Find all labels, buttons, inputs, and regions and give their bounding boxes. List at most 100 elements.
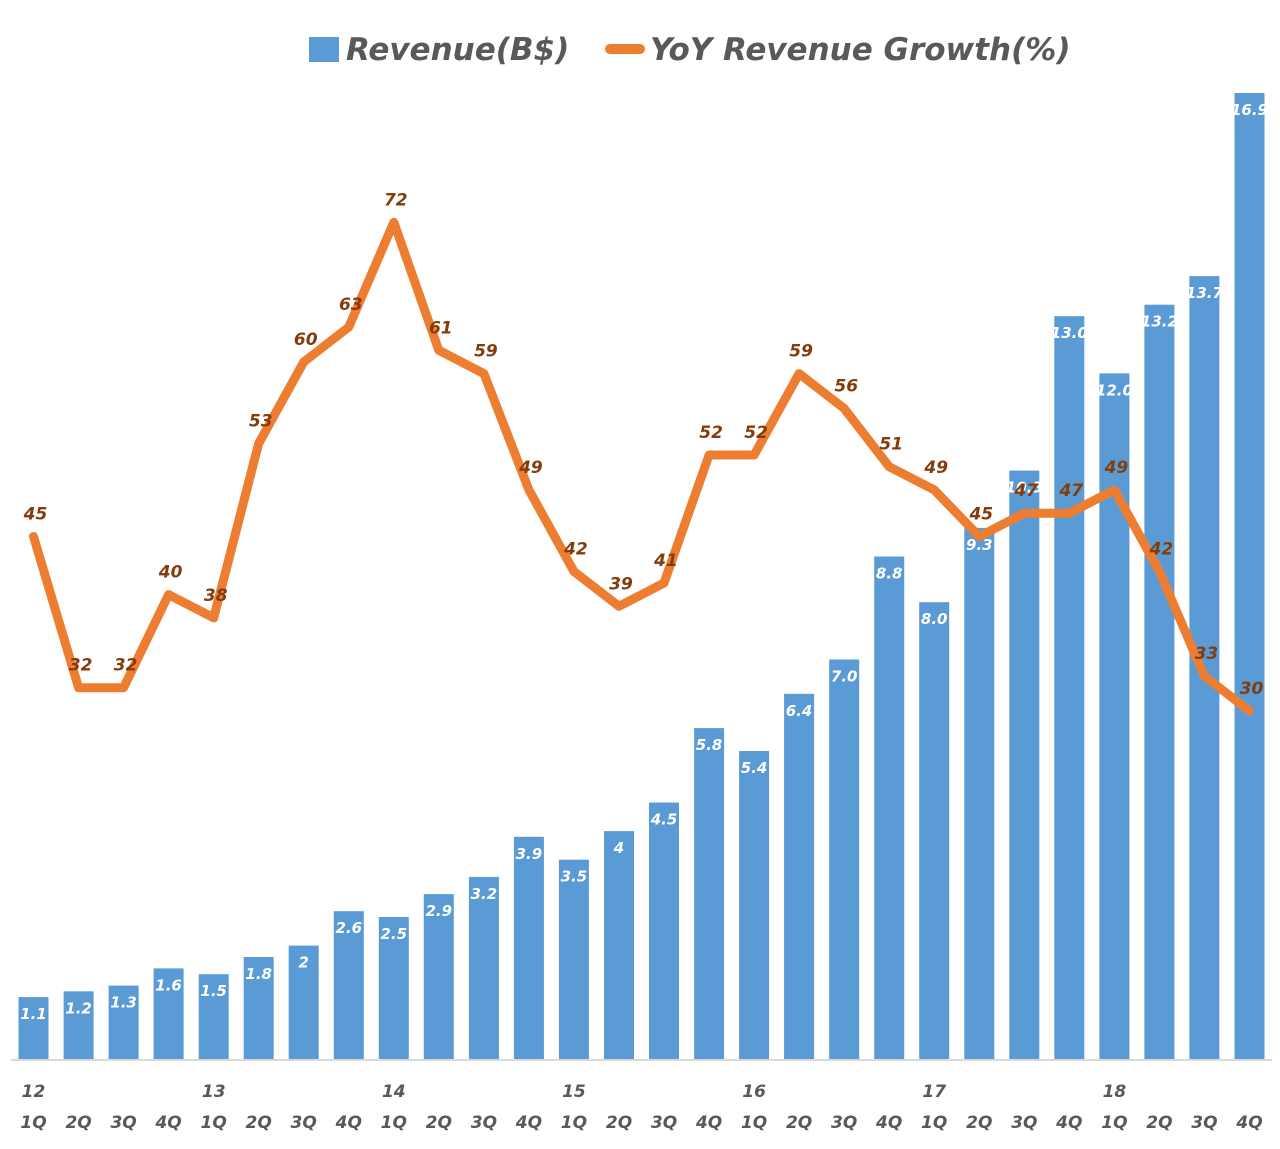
growth-point-label: 56 [834,377,858,397]
x-tick-quarter: 3Q [291,1113,317,1133]
revenue-bar-label: 1.8 [245,965,272,983]
revenue-bars [18,93,1265,1061]
revenue-bar [198,974,229,1060]
legend-growth-swatch [605,44,645,54]
x-tick-quarter: 1Q [201,1113,227,1133]
legend-revenue-swatch [309,37,339,62]
growth-point-label: 63 [339,295,363,315]
x-tick-quarter: 1Q [741,1113,767,1133]
revenue-bar [1009,470,1040,1061]
x-tick-quarter: 3Q [651,1113,677,1133]
growth-point-label: 42 [1149,539,1174,559]
revenue-bar-label: 13.7 [1186,284,1224,302]
growth-point-label: 53 [249,411,273,431]
revenue-bar-label: 5.4 [741,759,768,777]
revenue-bar-label: 13.2 [1141,313,1178,331]
x-tick-quarter: 4Q [515,1113,542,1133]
x-tick-quarter: 1Q [1101,1113,1127,1133]
growth-point-label: 59 [789,342,813,362]
growth-point-label: 39 [609,574,633,594]
revenue-bar [468,876,499,1060]
revenue-bar [694,728,725,1060]
revenue-bar-label: 1.6 [155,976,182,994]
x-tick-quarter: 4Q [875,1113,902,1133]
growth-point-label: 45 [23,505,48,525]
growth-point-label: 47 [1013,481,1038,501]
x-tick-quarter: 2Q [426,1113,452,1133]
x-axis-tick-labels: 1Q 2Q 3Q 4Q 1Q 2Q 3Q 4Q 1Q 2Q 3Q 4Q 1Q 2Q 3Q 4Q 1Q 2Q 3Q 4Q… [20,1082,1262,1133]
x-tick-quarter: 1Q [921,1113,947,1133]
revenue-bar-label: 8.0 [921,610,948,628]
revenue-bar-label: 4 [613,839,624,857]
revenue-bar [558,859,589,1060]
growth-line-labels: 45 32 32 40 38 53 60 63 72 61 59 49 42 39 41 52 52 59 56 51… [23,190,1264,699]
growth-line [29,217,1254,716]
legend-growth-label: YoY Revenue Growth(%) [650,32,1070,68]
revenue-bar [1054,316,1085,1060]
growth-point-label: 49 [1104,458,1129,478]
x-tick-year: 18 [1103,1082,1127,1102]
x-tick-quarter: 2Q [786,1113,812,1133]
x-tick-year: 15 [562,1082,586,1102]
revenue-bar [874,556,905,1060]
growth-point-label: 41 [653,551,678,571]
revenue-bar [1144,304,1175,1060]
x-tick-quarter: 4Q [1235,1113,1262,1133]
revenue-bar [964,527,995,1060]
growth-point-label: 60 [294,330,318,350]
revenue-bar [288,945,319,1060]
revenue-bar [513,836,544,1060]
x-tick-quarter: 3Q [831,1113,857,1133]
revenue-bar-label: 1.2 [65,999,92,1017]
x-tick-quarter: 2Q [1146,1113,1172,1133]
revenue-bar [153,968,184,1060]
revenue-bar-label: 4.5 [650,811,678,829]
x-tick-quarter: 1Q [20,1113,46,1133]
x-tick-quarter: 3Q [110,1113,136,1133]
growth-point-label: 40 [158,563,183,583]
revenue-bar-label: 2.6 [336,919,363,937]
revenue-bar [784,693,815,1060]
revenue-bar-label: 3.5 [561,868,588,886]
x-tick-quarter: 2Q [246,1113,272,1133]
revenue-bar-label: 6.4 [786,702,813,720]
revenue-bar [649,802,679,1060]
revenue-bar-label: 1.3 [110,994,137,1012]
revenue-bar [829,659,860,1060]
growth-point-label: 38 [204,586,228,606]
x-tick-quarter: 3Q [1011,1113,1037,1133]
x-tick-year: 12 [22,1082,46,1102]
growth-point-label: 42 [563,539,588,559]
legend: Revenue(B$) YoY Revenue Growth(%) [309,32,1070,68]
revenue-bar-label: 5.8 [696,736,723,754]
revenue-bar-label: 2.9 [426,902,453,920]
revenue-bar [604,831,634,1060]
revenue-bar [243,957,274,1060]
x-tick-quarter: 1Q [381,1113,407,1133]
revenue-bar-label: 9.3 [966,536,993,554]
revenue-bar-label: 7.0 [831,668,858,686]
revenue-bar [1234,93,1265,1060]
revenue-bar-label: 16.9 [1231,101,1268,119]
growth-point-label: 59 [474,342,498,362]
x-tick-year: 14 [382,1082,406,1102]
revenue-bar [18,997,49,1060]
growth-point-label: 33 [1195,644,1219,664]
growth-point-label: 30 [1240,679,1264,699]
revenue-bar [423,894,454,1060]
revenue-bar [378,917,409,1060]
revenue-bar [63,991,94,1060]
revenue-bar-label: 3.2 [471,885,498,903]
x-tick-year: 16 [742,1082,766,1102]
growth-point-label: 52 [699,423,723,443]
growth-point-label: 45 [968,505,993,525]
x-tick-quarter: 3Q [1191,1113,1217,1133]
revenue-bar-label: 12.0 [1096,381,1133,399]
x-tick-quarter: 4Q [695,1113,722,1133]
growth-point-label: 32 [69,656,93,676]
x-tick-quarter: 4Q [335,1113,362,1133]
legend-revenue-label: Revenue(B$) [346,32,569,68]
revenue-bar-label: 8.8 [876,565,903,583]
x-tick-quarter: 2Q [606,1113,632,1133]
